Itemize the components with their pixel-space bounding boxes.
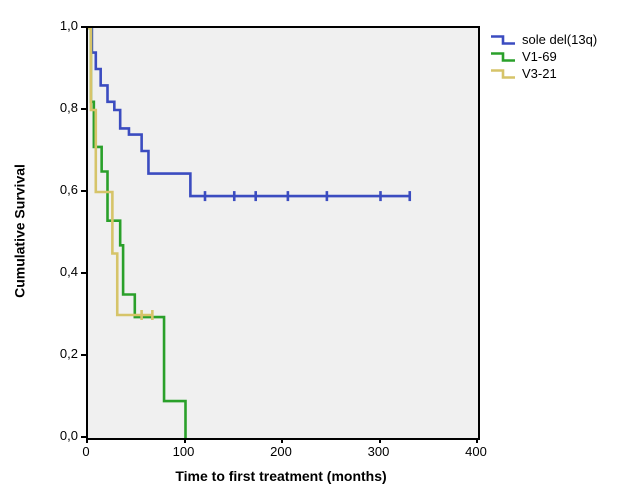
x-tick-label: 100 [164,444,204,459]
legend-item: V3-21 [490,66,597,81]
series-line [88,28,186,438]
x-tick-label: 0 [66,444,106,459]
series-line [88,28,410,196]
chart-container: Cumulative Survival 0,0 0,2 0,4 0,6 0,8 1,0 0… [0,0,626,501]
x-tick-mark [379,438,381,443]
legend: sole del(13q) V1-69 V3-21 [490,32,597,83]
y-tick-label: 1,0 [38,18,78,33]
y-tick-label: 0,6 [38,182,78,197]
legend-item: sole del(13q) [490,32,597,47]
x-tick-label: 400 [456,444,496,459]
legend-swatch-icon [490,33,516,47]
legend-swatch-icon [490,50,516,64]
y-tick-mark [81,272,86,274]
series-line [88,28,152,315]
x-tick-mark [86,438,88,443]
y-tick-mark [81,354,86,356]
y-tick-mark [81,190,86,192]
y-tick-label: 0,8 [38,100,78,115]
x-tick-mark [184,438,186,443]
legend-label: V3-21 [522,66,557,81]
y-tick-mark [81,26,86,28]
y-tick-label: 0,0 [38,428,78,443]
x-axis-label: Time to first treatment (months) [86,468,476,484]
y-tick-label: 0,4 [38,264,78,279]
legend-item: V1-69 [490,49,597,64]
plot-svg [88,28,478,438]
y-tick-mark [81,108,86,110]
x-tick-mark [281,438,283,443]
x-tick-label: 200 [261,444,301,459]
y-tick-label: 0,2 [38,346,78,361]
plot-area [86,26,480,440]
x-tick-label: 300 [359,444,399,459]
legend-label: V1-69 [522,49,557,64]
legend-label: sole del(13q) [522,32,597,47]
y-axis-label: Cumulative Survival [11,164,27,298]
legend-swatch-icon [490,67,516,81]
x-tick-mark [476,438,478,443]
